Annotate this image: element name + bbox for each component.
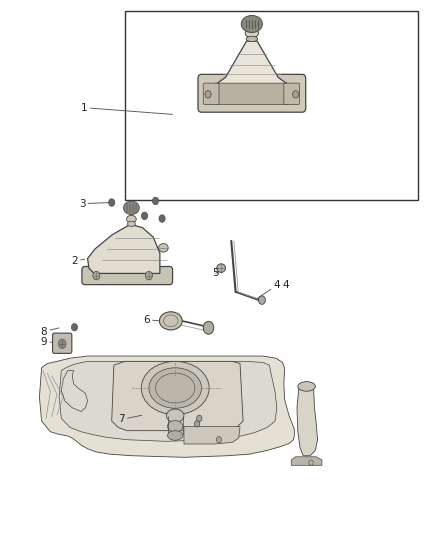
Text: 3: 3	[79, 199, 109, 208]
Ellipse shape	[166, 409, 184, 422]
FancyBboxPatch shape	[82, 266, 173, 285]
Text: 5: 5	[212, 269, 219, 278]
Text: 1: 1	[81, 103, 173, 115]
Circle shape	[293, 91, 299, 98]
Polygon shape	[39, 356, 294, 457]
Ellipse shape	[245, 28, 258, 38]
Ellipse shape	[168, 431, 183, 440]
Polygon shape	[291, 457, 322, 465]
FancyBboxPatch shape	[284, 83, 300, 104]
Polygon shape	[215, 41, 289, 85]
Circle shape	[71, 324, 78, 331]
Circle shape	[109, 199, 115, 206]
Polygon shape	[59, 361, 277, 441]
Text: 2: 2	[71, 256, 85, 266]
Ellipse shape	[159, 244, 168, 252]
Circle shape	[141, 212, 148, 220]
Ellipse shape	[168, 421, 183, 432]
Polygon shape	[297, 389, 318, 456]
Text: 4: 4	[257, 280, 280, 298]
Polygon shape	[112, 361, 243, 431]
FancyBboxPatch shape	[214, 83, 290, 104]
Text: 6: 6	[143, 315, 159, 325]
Text: 8: 8	[41, 327, 59, 336]
FancyBboxPatch shape	[203, 83, 219, 104]
Ellipse shape	[298, 382, 315, 391]
Circle shape	[205, 91, 211, 98]
Circle shape	[258, 296, 265, 304]
Ellipse shape	[127, 215, 136, 223]
Circle shape	[159, 215, 165, 222]
Text: 4: 4	[282, 280, 289, 290]
Ellipse shape	[149, 368, 201, 408]
Ellipse shape	[159, 312, 182, 330]
FancyBboxPatch shape	[198, 74, 306, 112]
Ellipse shape	[246, 36, 258, 42]
Circle shape	[145, 271, 152, 280]
Ellipse shape	[141, 361, 209, 415]
Circle shape	[197, 415, 202, 422]
Bar	[125, 11, 418, 200]
Polygon shape	[88, 225, 160, 273]
Circle shape	[194, 421, 200, 427]
Ellipse shape	[124, 201, 139, 215]
Polygon shape	[184, 426, 240, 444]
Ellipse shape	[127, 221, 135, 227]
Circle shape	[152, 197, 159, 205]
Circle shape	[203, 321, 214, 334]
Ellipse shape	[217, 264, 226, 272]
Text: 9: 9	[41, 337, 52, 347]
FancyBboxPatch shape	[53, 333, 72, 353]
Circle shape	[58, 339, 66, 349]
Circle shape	[216, 437, 222, 443]
Circle shape	[93, 271, 100, 280]
Text: 7: 7	[118, 415, 142, 424]
Ellipse shape	[241, 15, 262, 33]
